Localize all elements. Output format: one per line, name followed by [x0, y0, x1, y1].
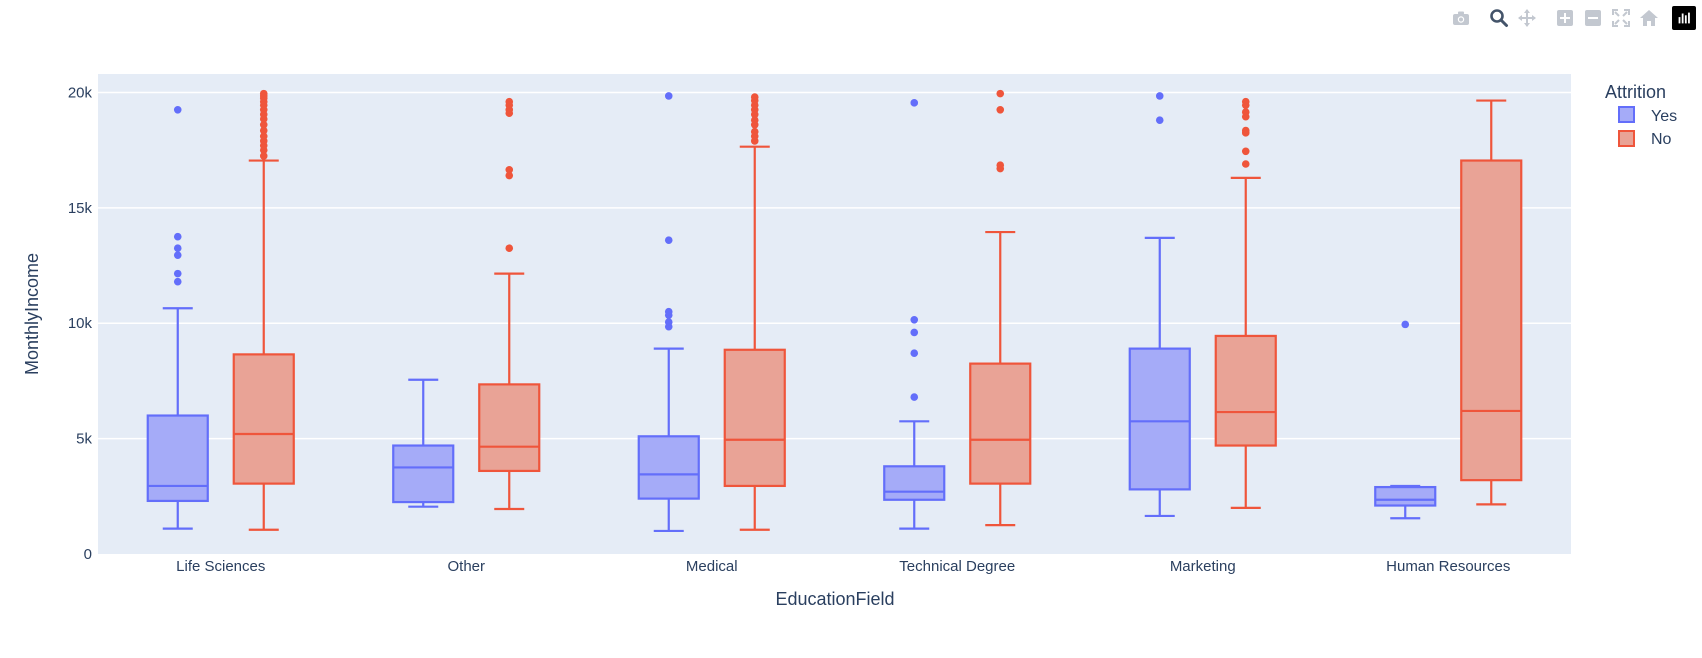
y-axis-title: MonthlyIncome	[22, 253, 42, 375]
legend-item-yes[interactable]: Yes	[1618, 106, 1677, 125]
autoscale-icon[interactable]	[1608, 5, 1634, 31]
box-iqr	[723, 348, 786, 488]
y-tick-label: 10k	[68, 315, 93, 332]
box-no[interactable]	[1460, 99, 1523, 506]
outlier-point[interactable]	[1241, 126, 1250, 135]
outlier-point[interactable]	[259, 152, 268, 160]
box-no[interactable]	[723, 93, 786, 531]
outlier-point[interactable]	[173, 269, 182, 278]
outlier-point[interactable]	[664, 318, 673, 326]
outlier-point[interactable]	[750, 93, 759, 101]
outlier-point[interactable]	[1241, 147, 1250, 156]
outlier-point[interactable]	[910, 99, 919, 107]
outlier-point[interactable]	[910, 328, 919, 337]
x-axis-ticks: Life Sciences Other Medical Technical Degre…	[176, 558, 1510, 575]
box-iqr	[392, 444, 455, 504]
outlier-point[interactable]	[664, 307, 673, 316]
outlier-point[interactable]	[664, 236, 673, 244]
x-tick-label: Other	[447, 558, 485, 575]
box-iqr	[146, 414, 209, 503]
outlier-point[interactable]	[750, 116, 759, 124]
box-iqr	[883, 465, 946, 501]
legend-label-no: No	[1651, 131, 1672, 148]
box-iqr	[969, 362, 1032, 485]
box-no[interactable]	[232, 89, 295, 531]
outlier-point[interactable]	[996, 161, 1005, 169]
x-tick-label: Marketing	[1170, 558, 1236, 575]
outlier-point[interactable]	[910, 393, 919, 401]
outlier-point[interactable]	[259, 89, 268, 98]
x-tick-label: Human Resources	[1386, 558, 1510, 575]
legend-swatch-yes	[1618, 106, 1635, 123]
box-iqr	[1460, 159, 1523, 482]
outlier-point[interactable]	[173, 277, 182, 286]
x-tick-label: Medical	[686, 558, 738, 575]
home-icon[interactable]	[1636, 5, 1662, 31]
zoom-icon[interactable]	[1486, 5, 1512, 31]
legend-title: Attrition	[1605, 82, 1666, 102]
plotly-logo-icon[interactable]	[1672, 6, 1696, 30]
y-tick-label: 20k	[68, 84, 93, 101]
outlier-point[interactable]	[1401, 320, 1410, 329]
camera-icon[interactable]	[1448, 5, 1474, 31]
pan-icon[interactable]	[1514, 5, 1540, 31]
box-no[interactable]	[478, 97, 541, 511]
outlier-point[interactable]	[1241, 97, 1250, 106]
box-yes[interactable]	[1128, 92, 1191, 518]
outlier-point[interactable]	[259, 126, 268, 135]
box-iqr	[637, 435, 700, 500]
zoom-in-icon[interactable]	[1552, 5, 1578, 31]
y-tick-label: 15k	[68, 200, 93, 217]
modebar	[1448, 4, 1702, 32]
outlier-point[interactable]	[505, 171, 514, 180]
outlier-point[interactable]	[173, 232, 182, 241]
outlier-point[interactable]	[505, 244, 514, 253]
box-yes[interactable]	[637, 92, 700, 533]
outlier-point[interactable]	[173, 105, 182, 114]
outlier-point[interactable]	[1155, 92, 1164, 100]
box-yes[interactable]	[883, 99, 946, 530]
outlier-point[interactable]	[996, 89, 1005, 98]
outlier-point[interactable]	[664, 92, 673, 100]
legend-label-yes: Yes	[1651, 108, 1677, 125]
outlier-point[interactable]	[505, 165, 514, 174]
box-iqr	[232, 353, 295, 485]
outlier-point[interactable]	[259, 132, 268, 141]
outlier-point[interactable]	[173, 251, 182, 259]
box-yes[interactable]	[392, 378, 455, 508]
box-yes[interactable]	[146, 105, 209, 530]
outlier-point[interactable]	[996, 105, 1005, 114]
y-axis-ticks: 0 5k 10k 15k 20k	[68, 84, 93, 563]
legend: Attrition Yes No	[1605, 82, 1677, 148]
x-tick-label: Life Sciences	[176, 558, 265, 575]
x-tick-label: Technical Degree	[899, 558, 1015, 575]
outlier-point[interactable]	[1241, 160, 1250, 168]
outlier-point[interactable]	[1155, 116, 1164, 124]
gridlines	[98, 91, 1571, 440]
outlier-point[interactable]	[259, 120, 268, 129]
outlier-point[interactable]	[910, 349, 919, 358]
box-traces[interactable]	[146, 89, 1523, 533]
box-iqr	[1214, 334, 1277, 447]
outlier-point[interactable]	[750, 127, 759, 136]
x-axis-title: EducationField	[775, 589, 894, 609]
plot-area-background	[98, 74, 1571, 554]
zoom-out-icon[interactable]	[1580, 5, 1606, 31]
box-iqr	[1128, 347, 1191, 491]
box-iqr	[1374, 485, 1437, 507]
outlier-point[interactable]	[173, 244, 182, 253]
box-no[interactable]	[1214, 97, 1277, 509]
outlier-point[interactable]	[1241, 108, 1250, 116]
box-iqr	[478, 383, 541, 473]
legend-item-no[interactable]: No	[1618, 130, 1672, 148]
legend-swatch-no	[1618, 130, 1635, 147]
outlier-point[interactable]	[505, 97, 514, 106]
box-yes[interactable]	[1374, 320, 1437, 520]
box-no[interactable]	[969, 89, 1032, 527]
y-tick-label: 5k	[76, 431, 92, 448]
y-tick-label: 0	[84, 546, 92, 563]
outlier-point[interactable]	[910, 315, 919, 324]
